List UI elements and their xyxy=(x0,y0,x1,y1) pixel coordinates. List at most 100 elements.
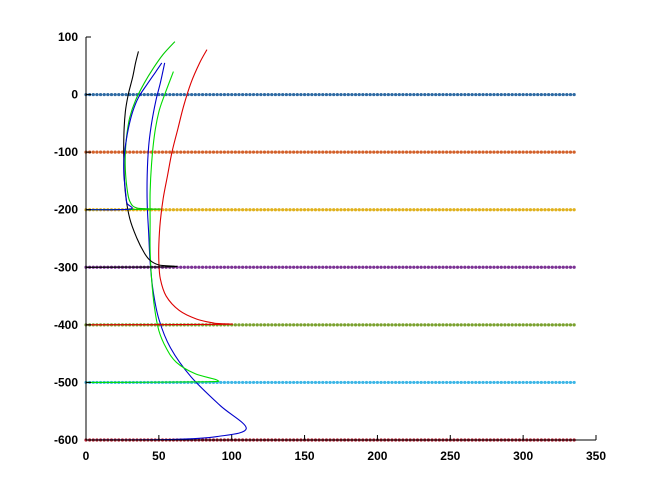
dotted-line-point xyxy=(408,150,412,154)
dotted-line-point xyxy=(106,92,110,97)
dotted-line-point xyxy=(528,92,533,97)
dotted-line-point xyxy=(233,208,237,212)
dotted-line-point xyxy=(226,380,230,385)
dotted-line-point xyxy=(368,208,372,212)
dotted-line-point xyxy=(565,380,569,385)
dotted-line-point xyxy=(466,92,471,97)
dotted-line-point xyxy=(237,208,241,212)
dotted-line-point xyxy=(426,150,431,154)
dotted-line-point xyxy=(237,323,241,327)
dotted-line-point xyxy=(528,265,533,269)
dotted-line-point xyxy=(485,323,489,327)
dotted-line-point xyxy=(386,92,390,97)
dotted-line-point xyxy=(361,265,365,269)
dotted-line-point xyxy=(550,265,554,269)
dotted-line-point xyxy=(193,208,197,212)
dotted-line-point xyxy=(197,150,201,154)
dotted-line-point xyxy=(401,265,405,269)
dotted-line-point xyxy=(514,323,518,327)
dotted-line-point xyxy=(543,323,547,327)
dotted-line-point xyxy=(401,380,405,385)
dotted-line-point xyxy=(383,323,387,327)
dotted-line-point xyxy=(539,265,543,269)
dotted-line-point xyxy=(361,150,365,154)
dotted-line-point xyxy=(306,150,310,154)
dotted-line-point xyxy=(248,323,252,327)
dotted-line-point xyxy=(208,208,212,212)
dotted-line-point xyxy=(284,265,288,269)
dotted-line-point xyxy=(532,265,536,269)
dotted-line-point xyxy=(317,208,321,212)
dotted-line-point xyxy=(390,380,394,385)
dotted-line-point xyxy=(241,150,245,154)
dotted-line-point xyxy=(266,92,270,97)
dotted-line-point xyxy=(230,150,234,154)
dotted-line-point xyxy=(310,208,314,212)
dotted-line-point xyxy=(262,323,267,327)
dotted-line-point xyxy=(292,92,296,97)
dotted-line-point xyxy=(284,150,288,154)
dotted-line-point xyxy=(321,208,325,212)
dotted-line-point xyxy=(386,265,390,269)
dotted-line-point xyxy=(441,380,445,385)
dotted-line-point xyxy=(496,150,500,154)
dotted-line-point xyxy=(430,92,434,97)
dotted-line-point xyxy=(470,150,474,154)
dotted-line-point xyxy=(448,265,452,269)
dotted-line-point xyxy=(328,380,332,385)
dotted-line-point xyxy=(496,265,500,269)
dotted-line-point xyxy=(572,323,576,327)
dotted-line-point xyxy=(543,380,547,385)
dotted-line-point xyxy=(394,208,398,212)
dotted-line-point xyxy=(492,150,496,154)
x-tick-label: 100 xyxy=(222,449,242,463)
dotted-line-point xyxy=(488,208,492,212)
dotted-line-point xyxy=(394,92,398,97)
dotted-line-point xyxy=(168,150,172,154)
dotted-line-point xyxy=(459,150,463,154)
dotted-line-point xyxy=(295,265,299,269)
dotted-line-point xyxy=(492,380,496,385)
dotted-line-point xyxy=(419,92,423,97)
dotted-line-point xyxy=(200,265,205,269)
dotted-line-point xyxy=(317,380,321,385)
dotted-line-point xyxy=(295,208,299,212)
dotted-line-point xyxy=(386,150,390,154)
dotted-line-point xyxy=(317,265,321,269)
dotted-line-point xyxy=(506,150,511,154)
dotted-line-point xyxy=(175,208,179,212)
dotted-line-point xyxy=(197,92,201,97)
dotted-line-point xyxy=(525,208,529,212)
dotted-line-point xyxy=(372,265,376,269)
dotted-line-point xyxy=(554,323,558,327)
dotted-line-point xyxy=(317,150,321,154)
dotted-line-point xyxy=(383,150,387,154)
dotted-line-point xyxy=(230,265,234,269)
dotted-line-point xyxy=(368,92,372,97)
dotted-line-point xyxy=(437,265,441,269)
dotted-line-point xyxy=(397,323,401,327)
dotted-line-point xyxy=(455,323,460,327)
dotted-line-point xyxy=(514,150,518,154)
curve-series xyxy=(85,41,247,441)
dotted-line-point xyxy=(492,265,496,269)
dotted-line-point xyxy=(328,323,332,327)
dotted-line-point xyxy=(321,150,325,154)
dotted-line-point xyxy=(321,265,325,269)
dotted-line-point xyxy=(321,92,325,97)
dotted-line-point xyxy=(306,323,310,327)
dotted-line-point xyxy=(248,92,252,97)
dotted-line-point xyxy=(466,208,471,212)
dotted-line-point xyxy=(404,92,409,97)
dotted-line-point xyxy=(554,208,558,212)
dotted-line-point xyxy=(379,150,383,154)
dotted-line-point xyxy=(204,208,208,212)
dotted-line-point xyxy=(299,265,303,269)
dotted-line-point xyxy=(343,323,347,327)
dotted-line-point xyxy=(477,380,482,385)
dotted-line-point xyxy=(313,150,318,154)
dotted-line-point xyxy=(539,323,543,327)
dotted-line-point xyxy=(281,208,285,212)
dotted-line-point xyxy=(383,265,387,269)
dotted-line-point xyxy=(109,92,114,97)
